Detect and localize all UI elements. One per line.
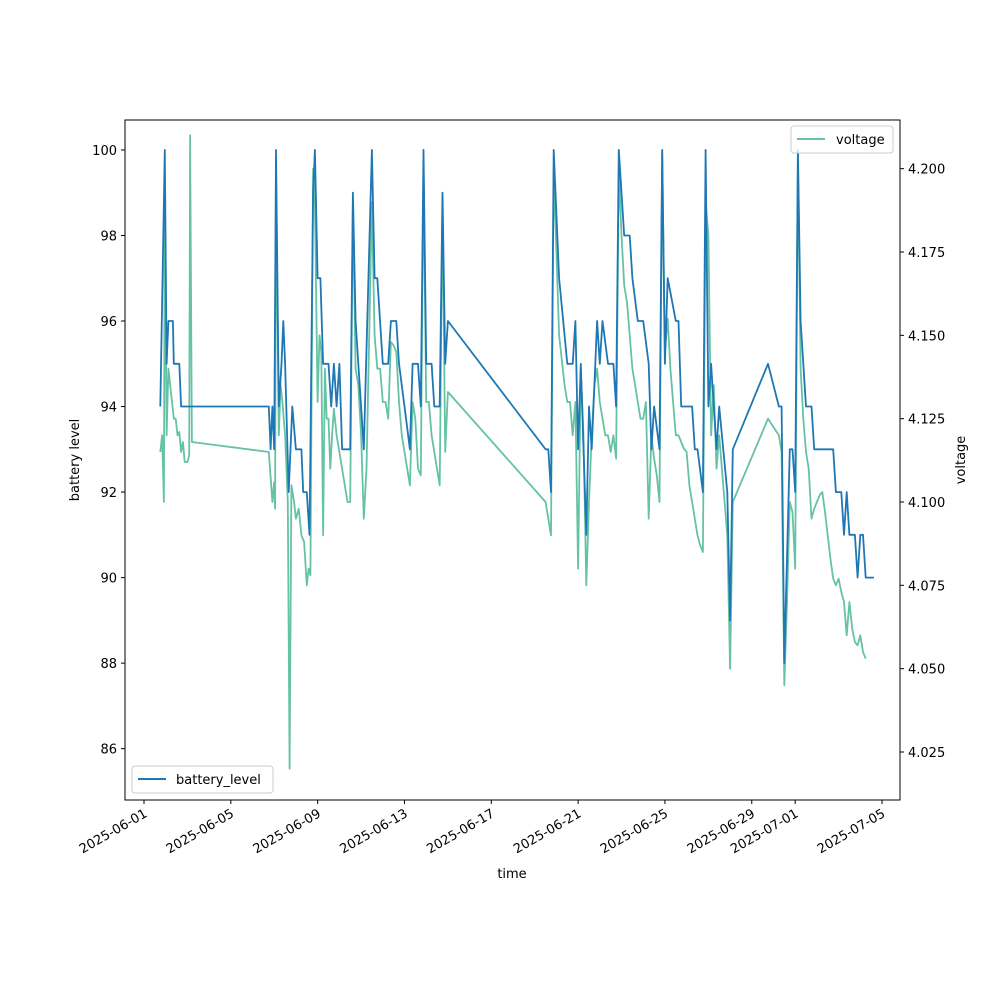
y-axis-right: 4.025 4.050 4.075 4.100 4.125 4.150 4.175 4.200 [900,163,945,761]
legend-voltage-box [790,125,894,154]
series-line-voltage [159,134,867,770]
legend-battery-label: battery_level [176,773,261,788]
y-right-tick-label: 4.075 [908,579,945,594]
y-left-tick-label: 94 [100,401,117,416]
axes-frame [124,119,901,801]
y-left-tick-label: 100 [92,144,117,159]
y-left-tick-label: 86 [100,743,117,758]
y-right-tick-label: 4.125 [908,413,945,428]
y-axis-left: 86 88 90 92 94 96 98 100 [92,144,125,758]
y-right-tick-label: 4.200 [908,163,945,178]
y-left-tick-label: 90 [100,572,117,587]
y-left-tick-label: 92 [100,486,117,501]
legend-battery: battery_level [131,765,274,794]
y-left-tick-label: 98 [100,229,117,244]
y-right-tick-label: 4.150 [908,329,945,344]
plot-area [159,134,874,770]
y-right-tick-label: 4.100 [908,496,945,511]
legend-battery-box [131,765,274,794]
y-right-tick-label: 4.025 [908,746,945,761]
y-left-tick-label: 96 [100,315,117,330]
y-left-tick-label: 88 [100,657,117,672]
series-line-battery-level [159,149,874,664]
legend-voltage: voltage [790,125,894,154]
y-right-tick-label: 4.050 [908,663,945,678]
x-axis-label: time [497,867,526,882]
y-axis-left-label: battery level [68,419,83,502]
y-right-tick-label: 4.175 [908,246,945,261]
legend-voltage-label: voltage [836,133,885,148]
y-axis-right-label: voltage [954,436,969,485]
